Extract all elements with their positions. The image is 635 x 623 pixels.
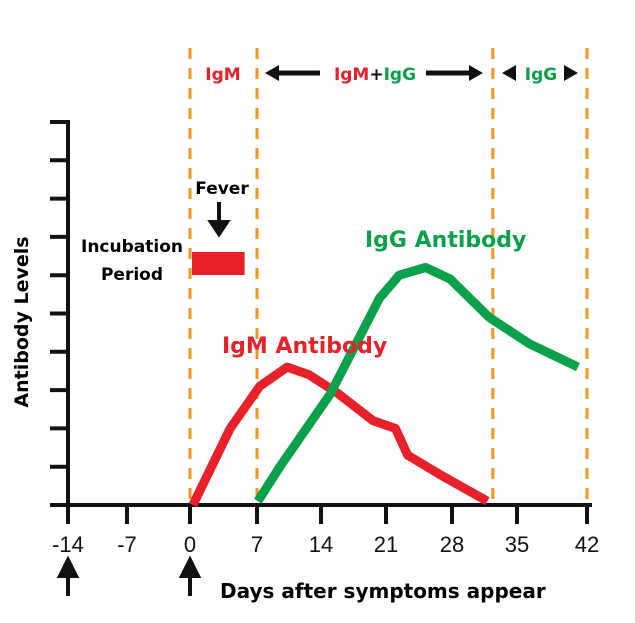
incubation-label-1: Incubation [81,237,183,257]
up-arrow-icon [178,555,202,596]
x-tick-label: 0 [184,532,196,557]
phase-igg-label: IgG [525,65,557,85]
igm-series-label: IgM Antibody [222,334,387,359]
x-tick-label: -14 [52,532,84,557]
incubation-label-2: Period [101,265,163,285]
x-tick-label: 28 [440,532,464,557]
series-line-igm [188,362,490,507]
x-axis-label: Days after symptoms appear [220,579,546,603]
mixed-left-left-arrow-icon [265,65,279,81]
y-axis-label: Antibody Levels [11,236,33,407]
igg-series-label: IgG Antibody [365,228,526,253]
phase-mixed-label: IgM+IgG [334,65,416,85]
phase-mixed-plus: + [369,65,383,85]
phase-mixed-igm: IgM [334,65,369,85]
x-tick-label: 7 [251,532,263,557]
x-tick-label: 35 [505,532,529,557]
igg-right-right-arrow-icon [564,65,578,81]
x-tick-label: 21 [374,532,398,557]
igg-left-left-arrow-icon [502,65,516,81]
x-tick-label: 14 [309,532,333,557]
phase-mixed-igg: IgG [384,65,416,85]
series-line-igg [254,263,580,504]
fever-label: Fever [195,179,249,199]
fever-arrow-icon [207,202,231,238]
phase-igm-label: IgM [205,65,240,85]
mixed-right-right-arrow-icon [469,65,483,81]
up-arrow-icon [56,555,80,596]
x-tick-label: -7 [117,532,137,557]
x-tick-label: 42 [575,532,599,557]
fever-period-bar [192,252,245,275]
